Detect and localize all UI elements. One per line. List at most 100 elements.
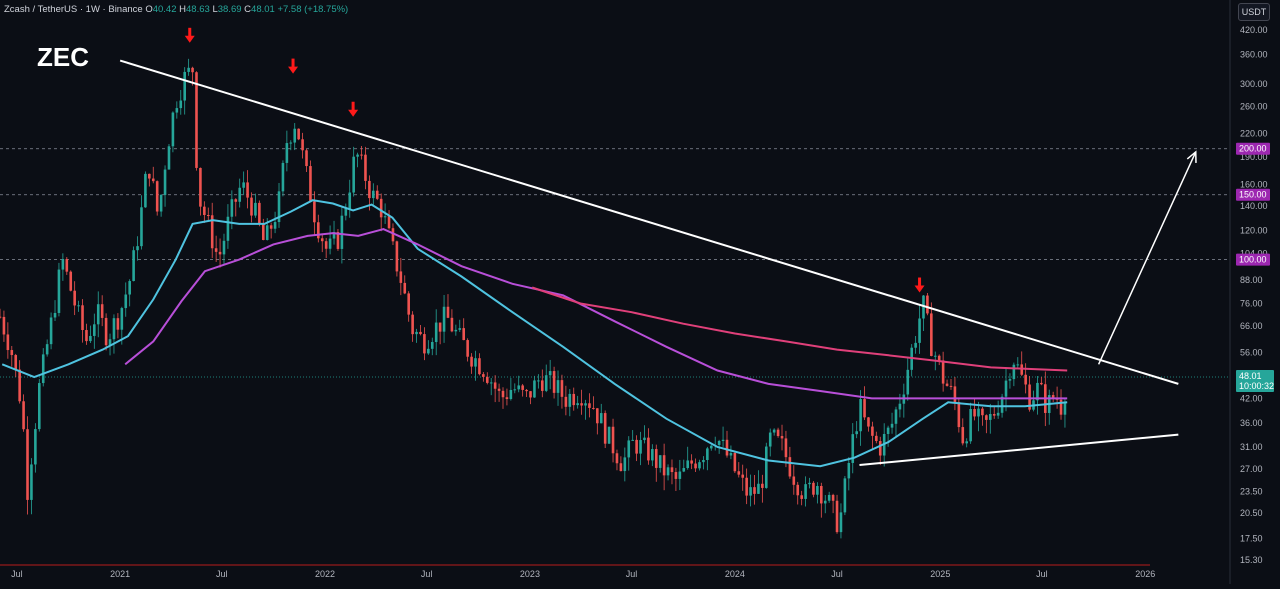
candle-body: [847, 462, 851, 479]
candle-body: [368, 180, 371, 199]
candle-body: [804, 484, 807, 499]
candle-body: [210, 215, 214, 249]
candle-body: [10, 350, 14, 356]
candle-body: [761, 483, 764, 488]
candle-body: [136, 246, 139, 251]
y-tick-label: 360.00: [1240, 50, 1268, 60]
candle-body: [336, 232, 340, 249]
high-key: H: [179, 4, 187, 15]
candle-body: [301, 139, 304, 151]
candle-body: [254, 202, 257, 216]
candle-body: [14, 355, 18, 370]
candle-body: [780, 436, 784, 439]
candle-body: [399, 271, 403, 283]
candle-body: [415, 331, 418, 335]
candle-body: [709, 445, 713, 449]
candle-body: [808, 482, 811, 485]
candle-body: [800, 495, 803, 499]
candle-body: [1059, 399, 1063, 415]
close-value: 48.01: [251, 4, 275, 15]
level-price-label: 100.00: [1239, 255, 1267, 265]
candle-body: [407, 293, 410, 315]
candle-body: [104, 317, 108, 346]
candle-body: [898, 403, 902, 410]
candle-body: [317, 222, 320, 239]
candle-body: [324, 241, 328, 249]
symbol-name[interactable]: Zcash / TetherUS · 1W · Binance: [4, 4, 143, 15]
candle-body: [635, 439, 638, 454]
candle-body: [427, 348, 430, 354]
candle-body: [745, 477, 748, 496]
y-tick-label: 42.00: [1240, 393, 1263, 403]
candle-body: [482, 374, 485, 377]
candle-body: [1008, 379, 1012, 381]
peak-arrow-marker: [351, 101, 355, 111]
candle-body: [85, 330, 88, 342]
candle-body: [788, 457, 792, 477]
candle-body: [128, 281, 131, 295]
candle-body: [643, 437, 646, 441]
candle-body: [242, 182, 245, 188]
candle-body: [65, 258, 69, 272]
y-tick-label: 56.00: [1240, 347, 1263, 357]
candle-body: [556, 380, 560, 393]
candle-body: [462, 328, 466, 341]
candle-body: [124, 294, 128, 309]
x-tick-label: Jul: [626, 569, 638, 579]
candle-body: [352, 156, 355, 193]
candle-body: [607, 426, 611, 444]
candle-body: [564, 396, 568, 407]
candle-body: [592, 407, 595, 409]
candle-body: [49, 317, 53, 345]
candle-body: [721, 439, 725, 441]
candle-body: [776, 429, 780, 437]
candle-body: [454, 329, 458, 332]
candle-body: [446, 306, 450, 318]
candle-body: [541, 380, 544, 391]
close-key: C: [244, 4, 252, 15]
candle-body: [859, 399, 862, 432]
level-price-label: 150.00: [1239, 190, 1267, 200]
candle-body: [45, 344, 49, 355]
y-tick-label: 104.00: [1240, 248, 1268, 258]
currency-button[interactable]: USDT: [1238, 3, 1270, 21]
moving-average-line: [531, 286, 1068, 372]
candle-body: [992, 414, 996, 416]
candle-body: [839, 512, 843, 533]
candle-body: [945, 383, 949, 386]
candle-body: [764, 446, 768, 488]
candle-body: [666, 467, 670, 476]
candle-body: [505, 397, 509, 400]
candle-body: [568, 393, 572, 407]
candle-body: [250, 197, 253, 216]
candle-body: [222, 240, 226, 255]
candle-body: [199, 167, 202, 207]
low-key: L: [212, 4, 218, 15]
candle-body: [493, 382, 497, 389]
candle-body: [26, 429, 29, 500]
candle-body: [631, 439, 634, 441]
x-tick-label: 2026: [1135, 569, 1155, 579]
candle-body: [914, 342, 917, 348]
candle-body: [584, 403, 587, 406]
candle-body: [206, 215, 210, 217]
candle-body: [218, 251, 222, 255]
candle-body: [313, 201, 316, 223]
candle-body: [1012, 364, 1016, 380]
candle-body: [89, 335, 92, 342]
candle-body: [513, 389, 517, 391]
y-tick-label: 190.00: [1240, 152, 1268, 162]
candle-body: [823, 500, 827, 504]
x-tick-label: 2023: [520, 569, 540, 579]
candle-body: [957, 402, 961, 428]
peak-arrow-marker-head: [288, 66, 299, 74]
candle-body: [395, 241, 399, 272]
candle-body: [996, 412, 1000, 416]
candle-body: [784, 438, 788, 458]
change-value: +7.58 (+18.75%): [277, 4, 349, 15]
candle-body: [289, 142, 293, 144]
candle-body: [937, 355, 941, 361]
candle-body: [478, 358, 481, 375]
